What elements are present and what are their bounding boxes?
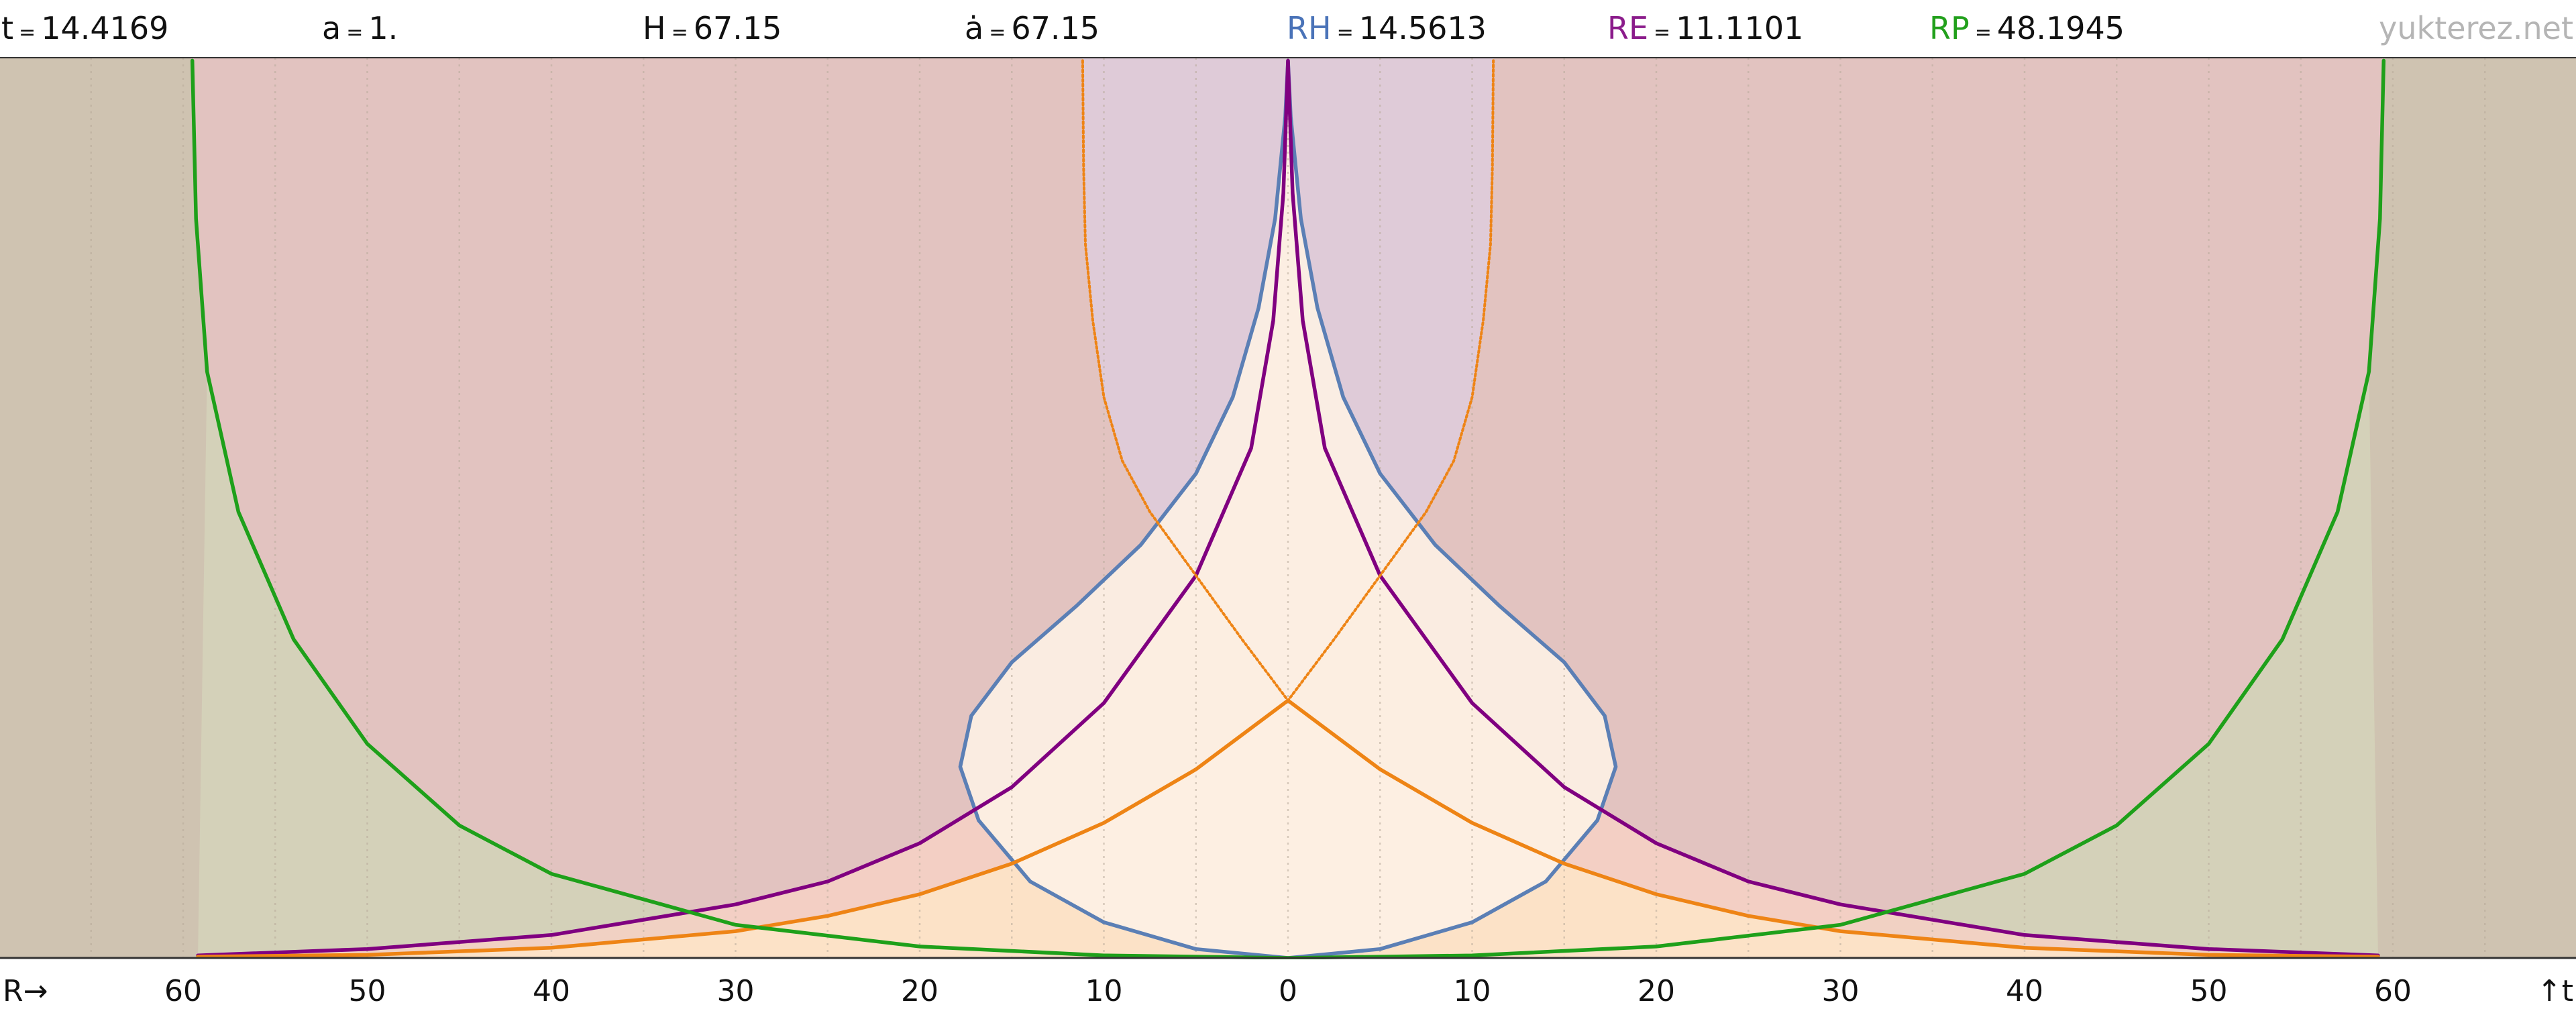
header-value: 1. <box>368 10 398 46</box>
x-tick-label: 30 <box>717 974 755 1008</box>
header-readout-5: RE = 11.1101 <box>1607 10 1803 46</box>
x-axis-label: R→ <box>3 974 48 1008</box>
footer-strip <box>0 959 2576 1017</box>
header-equals: = <box>1975 21 1992 44</box>
header-readout-3: ȧ = 67.15 <box>965 10 1099 46</box>
header-readout-4: RH = 14.5613 <box>1287 10 1487 46</box>
header-equals: = <box>1337 21 1354 44</box>
header-equals: = <box>672 21 688 44</box>
header-value: 67.15 <box>694 10 782 46</box>
x-tick-label: 50 <box>349 974 386 1008</box>
x-tick-label: 60 <box>2374 974 2412 1008</box>
header-value: 48.1945 <box>1997 10 2125 46</box>
x-tick-label: 10 <box>1454 974 1491 1008</box>
x-tick-label: 10 <box>1085 974 1123 1008</box>
header-label: a <box>322 10 341 46</box>
grid-lines <box>90 58 2486 958</box>
header-label: H <box>643 10 666 46</box>
x-tick-label: 20 <box>901 974 938 1008</box>
x-tick-label: 60 <box>164 974 202 1008</box>
y-axis-label: ↑t <box>2537 974 2573 1008</box>
series-re-line <box>196 58 2380 957</box>
header-readout-1: a = 1. <box>322 10 398 46</box>
header-label: ȧ <box>965 10 983 46</box>
header-equals: = <box>1654 21 1670 44</box>
x-tick-label: 20 <box>1638 974 1675 1008</box>
region-lower-band <box>198 372 2378 958</box>
header-label: RP <box>1929 10 1970 46</box>
x-tick-label: 40 <box>2006 974 2043 1008</box>
header-label: t <box>1 10 13 46</box>
header-readout-2: H = 67.15 <box>643 10 782 46</box>
header-strip <box>0 0 2576 57</box>
x-tick-label: 30 <box>1822 974 1860 1008</box>
series-3-line <box>1081 59 1495 702</box>
header-value: 11.1101 <box>1676 10 1803 46</box>
header-equals: = <box>19 21 36 44</box>
header-label: RE <box>1607 10 1648 46</box>
header-value: 67.15 <box>1011 10 1099 46</box>
header-equals: = <box>346 21 363 44</box>
header-equals: = <box>989 21 1006 44</box>
watermark: yukterez.net <box>2379 10 2573 46</box>
header-readout-6: RP = 48.1945 <box>1929 10 2125 46</box>
header-label: RH <box>1287 10 1332 46</box>
x-tick-label: 40 <box>533 974 570 1008</box>
region-inside-rh <box>960 60 1616 958</box>
header-value: 14.4169 <box>41 10 168 46</box>
x-tick-label: 50 <box>2190 974 2228 1008</box>
header-value: 14.5613 <box>1359 10 1487 46</box>
header-readout-0: t = 14.4169 <box>1 10 168 46</box>
x-tick-label: 0 <box>1279 974 1297 1008</box>
